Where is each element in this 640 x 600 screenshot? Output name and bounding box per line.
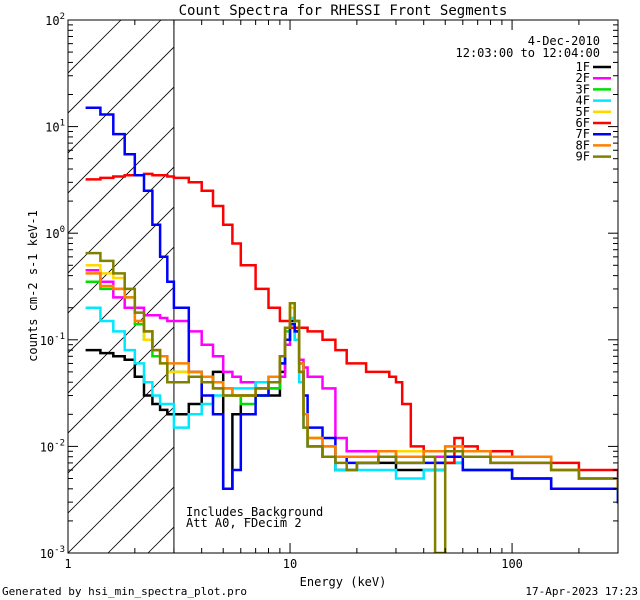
series-layer: [85, 106, 618, 553]
hatch-line: [147, 526, 174, 553]
y-tick-label: 101: [45, 119, 65, 135]
hatch-line: [68, 46, 174, 154]
legend-label-8F: 8F: [576, 138, 590, 152]
legend-label-4F: 4F: [576, 94, 590, 108]
hatch-line: [308, 20, 640, 553]
series-line-9F: [85, 251, 618, 553]
legend-label-7F: 7F: [576, 127, 590, 141]
hatch-line: [68, 206, 174, 314]
time-range-label: 12:03:00 to 12:04:00: [456, 46, 601, 60]
footer-timestamp: 17-Apr-2023 17:23: [525, 585, 638, 598]
x-axis-label: Energy (keV): [300, 575, 387, 589]
hatch-line: [68, 286, 174, 394]
legend-label-5F: 5F: [576, 105, 590, 119]
excluded-energy-hatch: [68, 20, 640, 553]
hatch-line: [68, 86, 174, 194]
y-tick-label: 100: [45, 225, 65, 241]
annotation-attenuator: Att A0, FDecim 2: [186, 516, 302, 530]
y-tick-label: 102: [45, 12, 65, 28]
hatch-line: [508, 20, 640, 553]
annotation-background: Includes_Background: [186, 505, 323, 519]
legend-label-3F: 3F: [576, 82, 590, 96]
hatch-line: [107, 486, 174, 553]
x-axis: 1 10 100: [64, 20, 619, 571]
legend-label-2F: 2F: [576, 71, 590, 85]
plot-frame: [67, 19, 619, 554]
x-tick-label: 10: [283, 557, 297, 571]
y-tick-label: 10-2: [40, 438, 65, 454]
y-tick-label: 10-1: [40, 332, 65, 348]
x-tick-label: 1: [64, 557, 71, 571]
legend-label-1F: 1F: [576, 60, 590, 74]
chart-title: Count Spectra for RHESSI Front Segments: [179, 3, 508, 19]
x-tick-label: 100: [501, 557, 523, 571]
hatch-line: [68, 20, 162, 114]
series-line-4F: [85, 306, 618, 504]
hatch-line: [68, 126, 174, 234]
hatch-line: [68, 446, 174, 553]
legend-label-9F: 9F: [576, 150, 590, 164]
hatch-line: [68, 246, 174, 354]
footer-generated-by: Generated by hsi_min_spectra_plot.pro: [2, 585, 247, 598]
date-label: 4-Dec-2010: [528, 34, 600, 48]
legend-label-6F: 6F: [576, 116, 590, 130]
hatch-line: [468, 20, 640, 553]
series-line-6F: [85, 172, 618, 491]
hatch-line: [68, 406, 174, 514]
y-tick-label: 10-3: [40, 545, 65, 561]
y-axis-label: counts cm-2 s-1 keV-1: [26, 210, 40, 362]
hatch-line: [68, 326, 174, 434]
series-line-1F: [85, 319, 618, 504]
hatch-line: [68, 366, 174, 474]
series-line-7F: [85, 106, 618, 504]
